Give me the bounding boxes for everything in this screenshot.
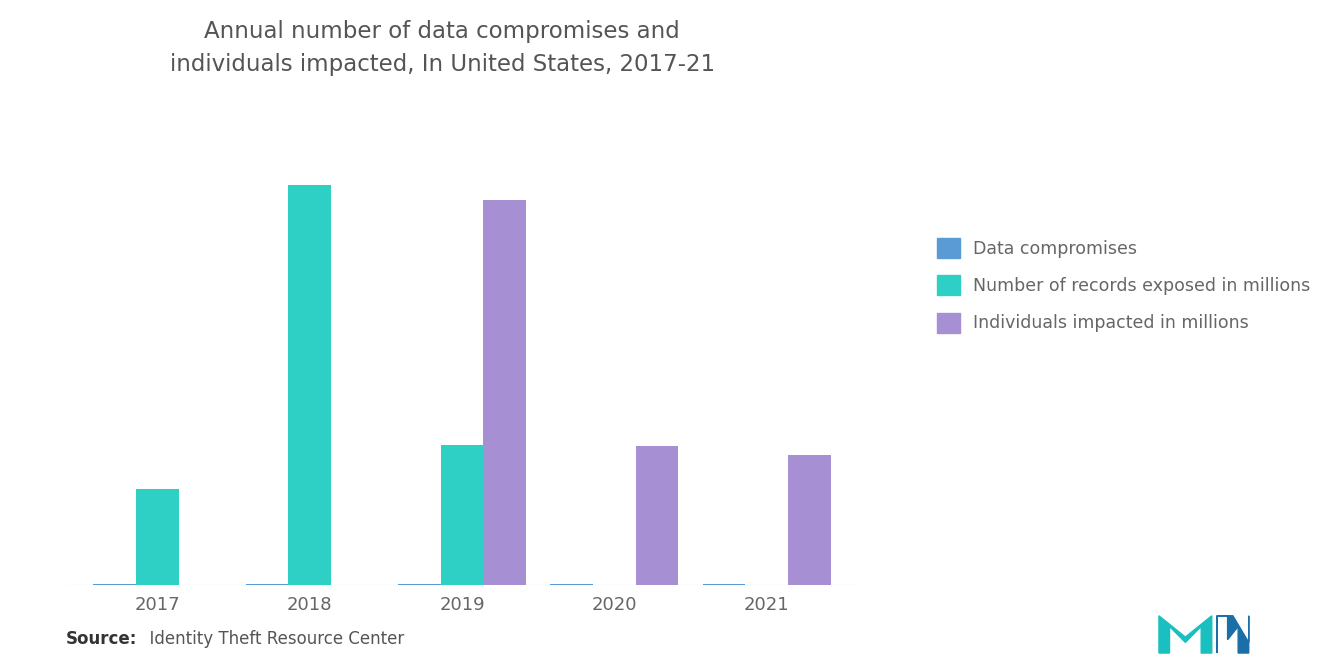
Polygon shape bbox=[1159, 616, 1212, 653]
Text: Identity Theft Resource Center: Identity Theft Resource Center bbox=[139, 630, 404, 648]
Legend: Data compromises, Number of records exposed in millions, Individuals impacted in: Data compromises, Number of records expo… bbox=[931, 231, 1317, 340]
Bar bbox=[94, 584, 136, 585]
Bar bbox=[246, 584, 288, 585]
Bar bbox=[483, 200, 525, 585]
Bar bbox=[636, 446, 678, 585]
Bar bbox=[702, 584, 746, 585]
Bar bbox=[399, 584, 441, 585]
Bar bbox=[136, 489, 178, 585]
Bar bbox=[788, 456, 830, 585]
Polygon shape bbox=[1217, 616, 1249, 653]
Bar bbox=[288, 185, 331, 585]
Bar bbox=[550, 584, 593, 585]
Text: Annual number of data compromises and
individuals impacted, In United States, 20: Annual number of data compromises and in… bbox=[170, 20, 714, 76]
Text: Source:: Source: bbox=[66, 630, 137, 648]
Bar bbox=[441, 445, 483, 585]
